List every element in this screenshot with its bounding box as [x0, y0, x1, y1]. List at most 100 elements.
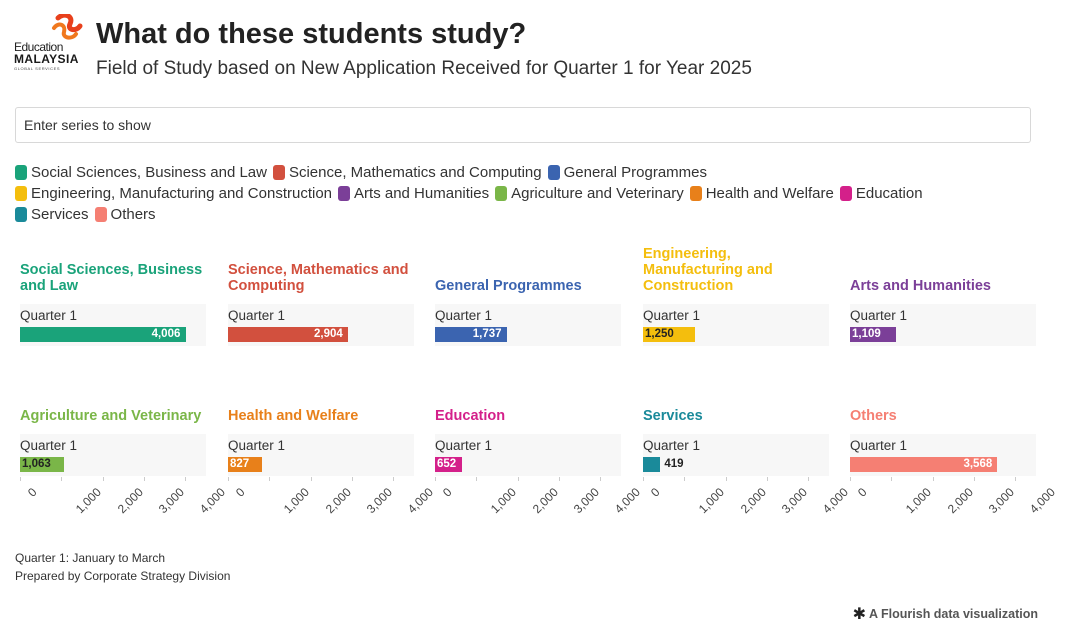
x-tick-label: 2,000	[529, 485, 561, 517]
header: Education MALAYSIA GLOBAL SERVICES What …	[14, 14, 1044, 92]
legend-item[interactable]: General Programmes	[547, 162, 707, 183]
category-label: Quarter 1	[643, 308, 701, 323]
category-label: Quarter 1	[643, 438, 701, 453]
x-tick	[352, 477, 353, 481]
x-tick-label: 3,000	[363, 485, 395, 517]
page-subtitle: Field of Study based on New Application …	[96, 58, 752, 79]
legend-item[interactable]: Education	[839, 183, 923, 204]
x-tick	[61, 477, 63, 481]
legend-swatch	[839, 186, 852, 201]
x-tick-label: 4,000	[612, 485, 644, 517]
x-tick	[725, 477, 727, 481]
panel-plot-area: Quarter 1 419	[643, 434, 829, 476]
legend-swatch	[338, 186, 351, 201]
x-tick	[643, 477, 644, 481]
legend-item[interactable]: Agriculture and Veterinary	[495, 183, 684, 204]
category-label: Quarter 1	[228, 438, 286, 453]
legend-swatch	[15, 207, 27, 222]
legend-item[interactable]: Others	[94, 204, 156, 225]
x-tick-label: 3,000	[155, 485, 187, 517]
bar-value-label: 2,904	[314, 328, 343, 340]
x-tick-label: 0	[647, 485, 663, 500]
bar[interactable]	[643, 457, 661, 472]
bar-value-label: 652	[437, 458, 457, 470]
x-tick	[20, 477, 21, 481]
x-tick-label: 2,000	[322, 485, 354, 517]
x-tick	[932, 477, 934, 481]
x-axis: 0 1,000 2,000 3,000 4,000	[228, 477, 436, 517]
bar[interactable]	[643, 327, 695, 342]
x-tick	[808, 477, 810, 481]
x-tick-label: 0	[232, 485, 248, 500]
x-tick	[600, 477, 602, 481]
series-search-box[interactable]	[15, 107, 1031, 143]
bar-value-label: 1,109	[852, 328, 881, 340]
flourish-star-icon: ✱	[852, 606, 866, 623]
legend-label: Health and Welfare	[705, 185, 834, 202]
x-tick	[435, 477, 436, 481]
bar[interactable]	[228, 457, 263, 472]
x-tick-label: 0	[24, 485, 40, 500]
bar-value-label: 1,737	[472, 328, 502, 340]
legend-label: Social Sciences, Business and Law	[31, 164, 267, 181]
category-label: Quarter 1	[20, 438, 78, 453]
legend-swatch	[547, 165, 560, 180]
panel-title: Health and Welfare	[228, 408, 359, 424]
legend-item[interactable]: Engineering, Manufacturing and Construct…	[15, 183, 332, 204]
panel-title: Science, Mathematics and Computing	[228, 262, 409, 294]
bar[interactable]	[435, 327, 507, 342]
bar[interactable]	[20, 457, 64, 472]
bar[interactable]	[20, 327, 186, 342]
category-label: Quarter 1	[435, 308, 493, 323]
x-tick	[228, 477, 229, 481]
x-tick-label: 0	[439, 485, 455, 500]
education-malaysia-logo[interactable]: Education MALAYSIA GLOBAL SERVICES	[14, 14, 90, 72]
flourish-credit-link[interactable]: ✱ A Flourish data visualization	[853, 604, 1038, 624]
x-tick	[393, 477, 395, 481]
legend-swatch	[15, 165, 27, 180]
panel-plot-area: Quarter 1 1,737	[435, 304, 621, 346]
x-tick-label: 0	[854, 485, 870, 500]
logo-swirl-icon	[52, 14, 83, 40]
category-label: Quarter 1	[850, 438, 908, 453]
x-tick	[974, 477, 975, 481]
bar-value-label: 419	[664, 458, 684, 470]
panel-plot-area: Quarter 1 652	[435, 434, 621, 476]
x-tick-label: 3,000	[985, 485, 1017, 517]
bar[interactable]	[850, 327, 896, 342]
bar-value-label: 3,568	[963, 458, 993, 470]
bar-value-label: 1,063	[22, 458, 51, 470]
flourish-credit-text: A Flourish data visualization	[868, 607, 1038, 621]
page-title: What do these students study?	[96, 18, 527, 50]
x-tick-label: 1,000	[696, 485, 728, 517]
legend-item[interactable]: Science, Mathematics and Computing	[272, 162, 542, 183]
x-tick-label: 1,000	[281, 485, 313, 517]
category-label: Quarter 1	[228, 308, 286, 323]
bar[interactable]	[850, 457, 998, 472]
x-tick-label: 4,000	[820, 485, 852, 517]
series-search-input[interactable]	[16, 108, 1004, 142]
legend-swatch	[272, 165, 285, 180]
legend-swatch	[15, 186, 27, 201]
footer-notes: Quarter 1: January to March Prepared by …	[15, 549, 230, 585]
legend-item[interactable]: Arts and Humanities	[338, 183, 489, 204]
legend-item[interactable]: Health and Welfare	[689, 183, 834, 204]
legend-label: Services	[31, 206, 89, 223]
bar[interactable]	[228, 327, 349, 342]
legend-swatch	[495, 186, 508, 201]
bar[interactable]	[435, 457, 462, 472]
x-tick	[891, 477, 893, 481]
x-axis: 0 1,000 2,000 3,000 4,000	[435, 477, 643, 517]
x-tick-label: 2,000	[114, 485, 146, 517]
legend-item[interactable]: Services	[15, 204, 89, 225]
x-tick	[102, 477, 104, 481]
x-tick	[185, 477, 187, 481]
legend-item[interactable]: Social Sciences, Business and Law	[15, 162, 267, 183]
panel-title: Arts and Humanities	[850, 278, 991, 294]
category-label: Quarter 1	[850, 308, 908, 323]
x-tick-label: 2,000	[737, 485, 769, 517]
panel-title: Education	[435, 408, 506, 424]
panel-title: Services	[643, 408, 703, 424]
panel-plot-area: Quarter 1 1,109	[850, 304, 1036, 346]
footer-note-prepared-by: Prepared by Corporate Strategy Division	[15, 569, 231, 583]
